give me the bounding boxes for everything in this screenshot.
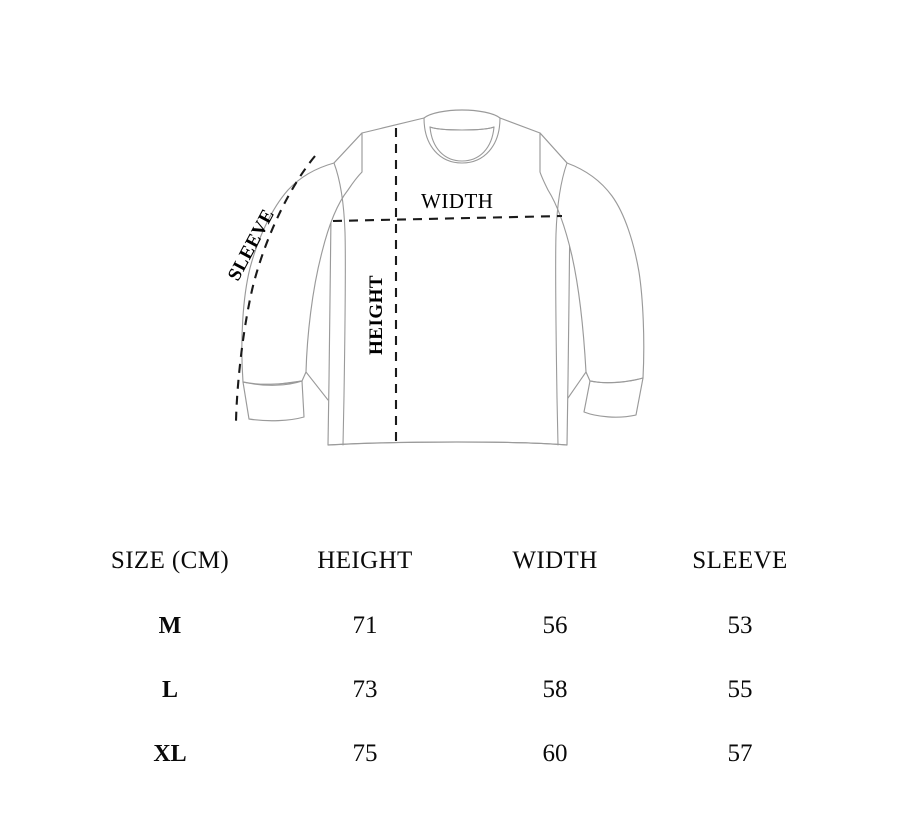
cell-size: L [161, 676, 178, 703]
cell-sleeve: 55 [727, 676, 753, 703]
cell-size: XL [153, 740, 187, 767]
height-label: HEIGHT [366, 275, 387, 355]
garment-illustration: WIDTH HEIGHT SLEEVE [224, 109, 645, 446]
garment-body-outline [327, 109, 571, 446]
left-cuff [242, 380, 305, 422]
cell-height: 75 [352, 740, 378, 767]
right-underarm-drape [567, 371, 587, 399]
width-measure-line [332, 214, 563, 223]
column-header-height: HEIGHT [317, 547, 413, 574]
cell-width: 56 [542, 612, 568, 639]
collar-neck-seam [429, 126, 495, 131]
cell-size: M [158, 612, 182, 639]
table-row: M 71 56 53 [70, 594, 830, 658]
sleeve-measure-line [234, 155, 316, 422]
right-cuff-seam [589, 377, 644, 384]
left-armhole-seam [333, 162, 346, 446]
column-header-sleeve: SLEEVE [692, 547, 788, 574]
left-underarm-drape [305, 371, 329, 401]
size-chart-table: SIZE (CM) HEIGHT WIDTH SLEEVE M 71 56 53… [70, 528, 830, 786]
cell-width: 60 [542, 740, 568, 767]
column-header-width: WIDTH [512, 547, 598, 574]
cell-sleeve: 53 [727, 612, 753, 639]
cell-width: 58 [542, 676, 568, 703]
table-row: XL 75 60 57 [70, 722, 830, 786]
cell-height: 71 [352, 612, 378, 639]
table-header-row: SIZE (CM) HEIGHT WIDTH SLEEVE [70, 528, 830, 594]
bottom-hem [327, 441, 568, 446]
cell-sleeve: 57 [727, 740, 753, 767]
cell-height: 73 [352, 676, 378, 703]
table-row: L 73 58 55 [70, 658, 830, 722]
column-header-size: SIZE (CM) [110, 547, 230, 574]
width-label: WIDTH [421, 189, 493, 213]
right-armhole-seam [555, 162, 568, 446]
right-cuff [583, 377, 644, 418]
left-cuff-seam [242, 380, 303, 386]
size-chart-table-container: SIZE (CM) HEIGHT WIDTH SLEEVE M 71 56 53… [0, 528, 900, 786]
collar-outer [423, 117, 501, 164]
